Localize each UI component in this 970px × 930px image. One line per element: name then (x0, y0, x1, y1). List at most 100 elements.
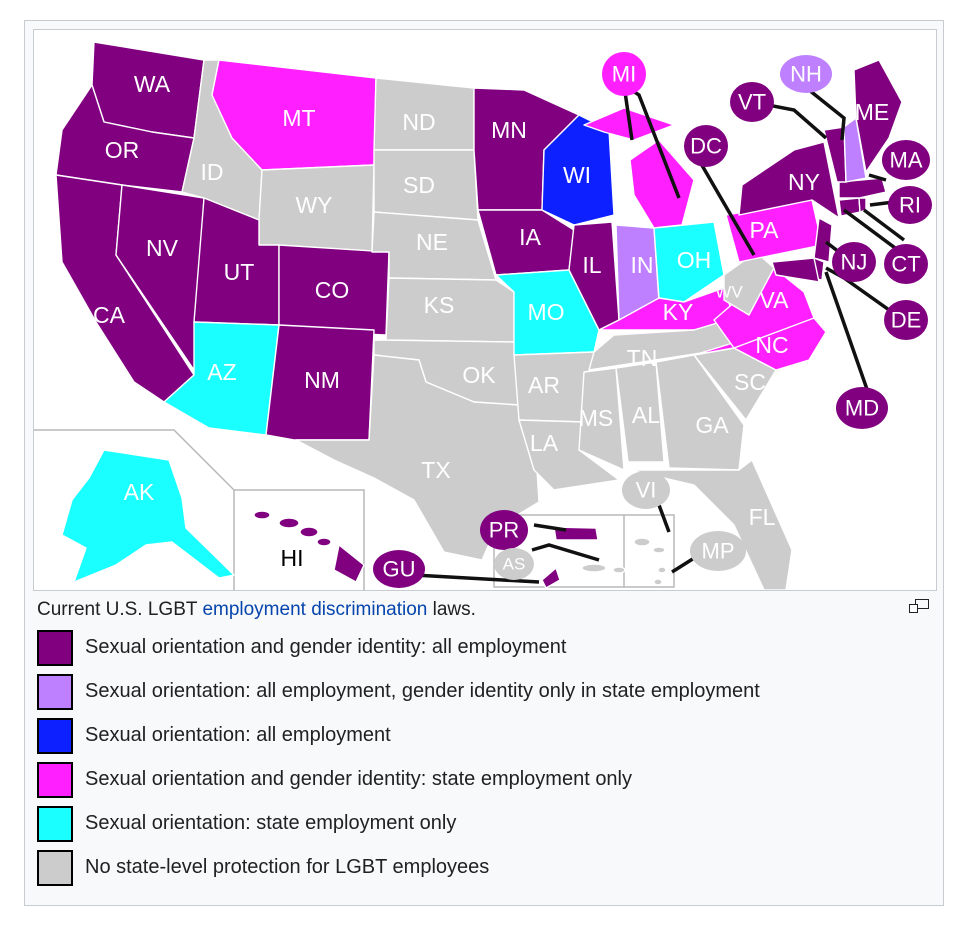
label-ga: GA (695, 412, 729, 438)
svg-text:NJ: NJ (841, 250, 868, 275)
bubble-ri[interactable]: RI (888, 186, 932, 224)
svg-text:MP: MP (702, 539, 735, 564)
legend-label: Sexual orientation: all employment, gend… (85, 680, 760, 702)
label-or: OR (105, 137, 140, 163)
label-ak: AK (124, 479, 155, 505)
label-ar: AR (528, 372, 560, 398)
state-ms[interactable] (578, 367, 625, 471)
legend-swatch-state-both (37, 762, 73, 798)
legend-swatch-state-so (37, 806, 73, 842)
bubble-dc[interactable]: DC (684, 125, 728, 167)
legend-label: Sexual orientation and gender identity: … (85, 636, 567, 658)
legend-label: Sexual orientation: state employment onl… (85, 812, 457, 834)
label-ok: OK (462, 362, 496, 388)
label-mn: MN (491, 117, 527, 143)
legend-swatch-so-all-gi-state (37, 674, 73, 710)
states-layer (55, 41, 903, 590)
svg-text:AS: AS (503, 555, 526, 574)
svg-text:NH: NH (790, 62, 822, 87)
state-wi[interactable] (541, 114, 615, 226)
bubble-vi[interactable]: VI (622, 471, 670, 509)
bubble-gu[interactable]: GU (373, 550, 425, 588)
label-nv: NV (146, 235, 179, 261)
label-al: AL (632, 402, 660, 428)
map-figure: MI NH VT DC MA RI NJ CT DE MD PR AS GU V… (24, 20, 944, 906)
label-id: ID (201, 159, 224, 185)
svg-text:MI: MI (612, 62, 636, 87)
label-ms: MS (579, 405, 614, 431)
state-vi[interactable] (633, 537, 666, 554)
bubble-pr[interactable]: PR (480, 510, 528, 550)
bubble-de[interactable]: DE (884, 300, 928, 340)
label-nd: ND (402, 109, 435, 135)
state-hi[interactable] (253, 510, 365, 583)
bubble-nh[interactable]: NH (780, 55, 832, 93)
label-fl: FL (749, 504, 776, 530)
state-as[interactable] (581, 563, 626, 574)
leader-lines (413, 83, 916, 584)
label-in: IN (631, 252, 654, 278)
svg-text:DC: DC (690, 134, 722, 159)
state-me[interactable] (853, 59, 903, 173)
bubble-nj[interactable]: NJ (832, 242, 876, 282)
state-md[interactable] (771, 257, 820, 283)
label-ks: KS (424, 292, 455, 318)
svg-text:PR: PR (489, 518, 520, 543)
legend-label: Sexual orientation and gender identity: … (85, 768, 633, 790)
state-ga[interactable] (655, 354, 745, 471)
bubble-ma[interactable]: MA (882, 140, 930, 180)
label-wy: WY (295, 192, 332, 218)
label-wa: WA (134, 71, 171, 97)
label-ne: NE (416, 229, 448, 255)
svg-text:MA: MA (890, 148, 923, 173)
state-gu[interactable] (541, 567, 561, 589)
bubbles-layer: MI NH VT DC MA RI NJ CT DE MD PR AS GU V… (373, 52, 932, 588)
enlarge-icon[interactable] (909, 599, 929, 613)
label-co: CO (315, 277, 350, 303)
state-ny[interactable] (738, 141, 840, 219)
state-fl[interactable] (629, 459, 793, 590)
label-la: LA (530, 430, 559, 456)
label-tx: TX (421, 457, 450, 483)
svg-text:RI: RI (899, 193, 921, 218)
caption-suffix: laws. (427, 599, 476, 620)
us-map: MI NH VT DC MA RI NJ CT DE MD PR AS GU V… (34, 41, 932, 590)
label-oh: OH (677, 247, 712, 273)
svg-text:VT: VT (738, 90, 766, 115)
label-nm: NM (304, 367, 340, 393)
employment-discrimination-link[interactable]: employment discrimination (202, 599, 428, 620)
label-il: IL (582, 252, 601, 278)
bubble-vt[interactable]: VT (730, 82, 774, 122)
legend-label: No state-level protection for LGBT emplo… (85, 856, 490, 878)
label-sd: SD (403, 172, 435, 198)
legend-swatch-all (37, 630, 73, 666)
svg-text:GU: GU (383, 557, 416, 582)
label-mt: MT (282, 105, 315, 131)
state-mp[interactable] (653, 566, 667, 586)
legend-swatch-none (37, 850, 73, 886)
state-ak[interactable] (61, 449, 235, 583)
label-tn: TN (627, 345, 658, 371)
bubble-mp[interactable]: MP (690, 531, 746, 571)
svg-text:VI: VI (636, 478, 657, 503)
state-ma[interactable] (838, 177, 887, 199)
label-hi: HI (281, 545, 304, 571)
label-nc: NC (755, 332, 788, 358)
bubble-md[interactable]: MD (836, 387, 888, 429)
label-wi: WI (563, 162, 591, 188)
label-ia: IA (519, 224, 541, 250)
bubble-as[interactable]: AS (494, 548, 534, 580)
label-ky: KY (663, 299, 694, 325)
state-oh[interactable] (653, 221, 725, 303)
inset-shapes (61, 449, 667, 589)
label-wv: WV (715, 283, 743, 302)
map-caption: Current U.S. LGBT employment discriminat… (37, 599, 476, 621)
label-ny: NY (788, 169, 820, 195)
state-al[interactable] (615, 361, 665, 463)
state-nj[interactable] (813, 217, 833, 263)
label-az: AZ (207, 359, 236, 385)
bubble-ct[interactable]: CT (884, 244, 928, 284)
bubble-mi[interactable]: MI (602, 52, 646, 96)
state-nh[interactable] (843, 117, 867, 183)
caption-prefix: Current U.S. LGBT (37, 599, 203, 620)
